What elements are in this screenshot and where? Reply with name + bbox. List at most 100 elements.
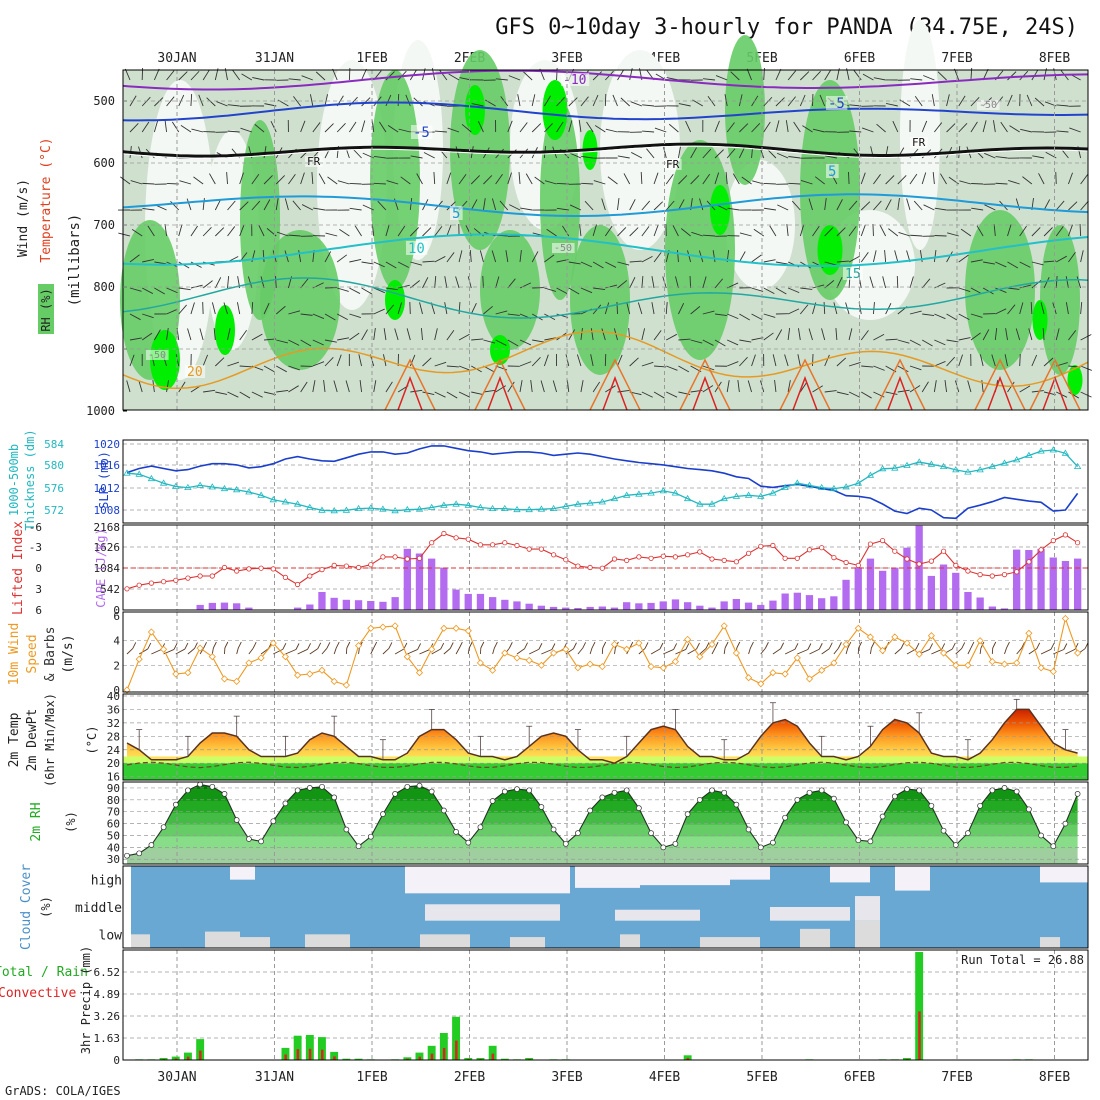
wind-barb xyxy=(446,365,459,368)
wind-barb xyxy=(630,101,643,107)
surface-wind-barb-flag xyxy=(295,643,300,650)
wind-barb xyxy=(885,103,898,107)
rh-point xyxy=(977,802,983,809)
precip-conv-bar xyxy=(321,1049,324,1060)
wind-speed-point xyxy=(745,674,753,682)
li-point xyxy=(648,555,654,561)
wind-barb xyxy=(821,328,826,341)
wind-speed-point xyxy=(964,661,972,669)
rh-point xyxy=(818,787,825,794)
surface-wind-barb-flag xyxy=(828,642,833,649)
li-point xyxy=(502,540,508,546)
cape-bar xyxy=(903,547,911,610)
surface-wind-barb xyxy=(772,648,781,655)
temp-tick-label: 28 xyxy=(107,730,120,743)
wind-speed-point xyxy=(781,670,789,678)
rh-point xyxy=(258,838,264,845)
wind-barb xyxy=(1031,69,1039,81)
wind-barb xyxy=(702,310,715,315)
wind-barb xyxy=(178,304,187,315)
wind-barb xyxy=(991,354,996,367)
temp-label-3: (6hr Min/Max) xyxy=(43,693,57,787)
wind-tick-label: 0 xyxy=(113,684,120,697)
wind-barb xyxy=(812,353,814,367)
surface-wind-barb xyxy=(1016,647,1022,655)
wind-speed-point xyxy=(1074,649,1082,657)
wind-barb xyxy=(605,261,617,268)
rh-point xyxy=(611,789,618,796)
wind-barb xyxy=(775,97,785,107)
wind-barb xyxy=(812,284,825,289)
wind-barb xyxy=(763,332,774,341)
li-point xyxy=(855,562,861,569)
wind-barb xyxy=(714,278,724,289)
contour-label: 10 xyxy=(408,241,425,257)
surface-wind-barb-flag xyxy=(591,641,596,649)
li-point xyxy=(745,550,752,556)
surface-wind-barb-flag xyxy=(847,641,852,649)
wind-barb xyxy=(315,71,326,81)
wind-barb xyxy=(641,328,646,341)
wind-barb xyxy=(921,278,931,289)
cape-bar xyxy=(574,608,582,610)
wind-barb xyxy=(637,302,643,315)
wind-barb xyxy=(142,258,155,263)
wind-barb xyxy=(774,380,777,393)
saturated-zone xyxy=(385,280,405,320)
wind-barb xyxy=(680,228,691,237)
wind-barb xyxy=(702,385,714,393)
wind-barb xyxy=(702,339,714,346)
wind-barb xyxy=(214,227,225,237)
wind-barb xyxy=(325,232,338,237)
wind-barb xyxy=(519,339,532,346)
wind-barb xyxy=(263,175,273,185)
wind-speed-point xyxy=(854,624,862,632)
wind-barb xyxy=(405,94,411,107)
wind-barb xyxy=(800,287,813,290)
surface-wind-barb xyxy=(1053,649,1064,655)
wind-barb xyxy=(458,365,471,371)
precip-conv-bar xyxy=(406,1058,409,1060)
thickness-point xyxy=(342,506,351,513)
wind-barb xyxy=(373,261,385,268)
cloud-middle xyxy=(855,896,880,921)
wind-barb xyxy=(337,287,349,292)
wind-barb xyxy=(763,183,776,185)
wind-barb xyxy=(495,385,507,393)
surface-wind-barb-flag xyxy=(252,642,257,649)
cape-bar xyxy=(927,575,935,610)
surface-wind-barb-flag xyxy=(335,641,340,649)
wind-barb xyxy=(812,70,821,81)
wind-barb xyxy=(824,227,834,237)
surface-wind-barb-flag xyxy=(961,642,966,649)
wind-speed-point xyxy=(610,640,619,648)
wind-barb xyxy=(593,287,606,291)
wind-barb xyxy=(239,329,248,341)
thickness-point xyxy=(830,484,838,492)
wind-barb xyxy=(301,75,313,81)
surface-wind-barb-flag xyxy=(780,642,785,649)
wind-barb xyxy=(359,380,363,393)
wind-speed-point xyxy=(476,659,484,667)
upper-temperature-contours xyxy=(122,69,1089,411)
thickness-point xyxy=(184,483,192,490)
rh-band-base xyxy=(127,859,1078,864)
surface-wind-barb-flag xyxy=(582,642,587,649)
rh-point xyxy=(684,811,691,817)
wind-barb xyxy=(1005,328,1008,341)
wind-barb xyxy=(263,365,275,373)
wind-barb xyxy=(824,354,830,367)
thickness-point xyxy=(1025,451,1033,458)
thickness-point xyxy=(464,501,473,508)
wind-barb xyxy=(422,260,435,263)
precip-conv-bar xyxy=(686,1057,690,1060)
cape-bar xyxy=(610,607,619,610)
thickness-point xyxy=(427,503,436,510)
cape-left-labels: Lifted Index CAPE (J/kg) xyxy=(11,521,108,615)
contour-30 xyxy=(692,375,718,411)
wind-barb xyxy=(398,128,411,133)
cape-bar xyxy=(379,601,387,610)
wind-barb xyxy=(685,120,692,133)
wind-barb xyxy=(1042,328,1045,341)
wind-speed-point xyxy=(684,635,692,643)
